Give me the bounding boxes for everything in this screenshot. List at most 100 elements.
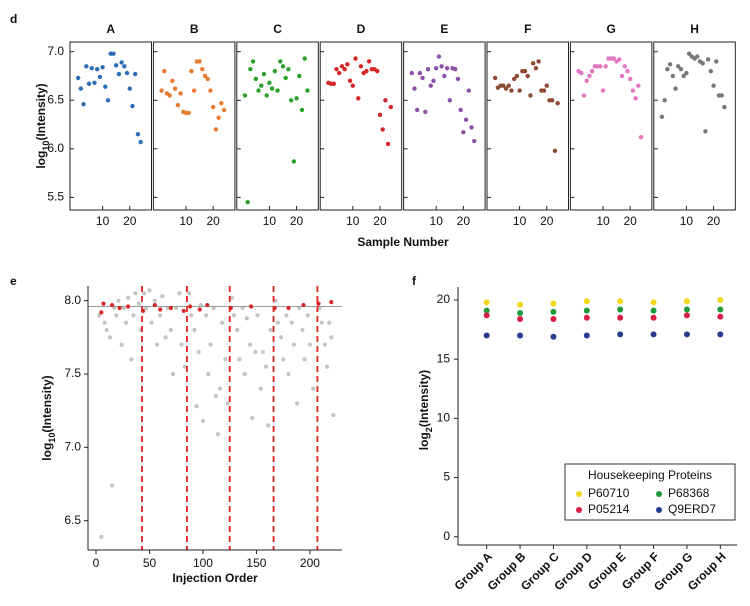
point: [235, 327, 240, 333]
point: [263, 364, 269, 369]
point: [719, 93, 724, 98]
point: [622, 64, 627, 69]
point: [552, 148, 558, 153]
point: [275, 320, 280, 325]
point: [133, 291, 138, 296]
point: [434, 66, 439, 71]
y-axis-label-part: (Intensity): [34, 83, 48, 140]
point: [327, 320, 332, 325]
point: [383, 98, 388, 103]
point: [147, 288, 152, 293]
point: [583, 314, 590, 321]
point: [311, 386, 316, 391]
point: [97, 313, 102, 318]
y-tick-label: 5: [443, 470, 450, 484]
point: [581, 93, 587, 98]
x-tick-label: 50: [143, 556, 157, 570]
panel-title: B: [190, 22, 199, 36]
x-tick-label: 20: [623, 214, 637, 228]
point: [191, 88, 197, 93]
point: [192, 327, 197, 333]
point: [181, 308, 186, 314]
point: [316, 301, 321, 306]
legend-marker: [656, 507, 662, 513]
x-axis-label: Sample Number: [357, 235, 449, 249]
point: [650, 331, 657, 338]
point: [469, 125, 474, 130]
point: [178, 91, 183, 96]
point: [154, 342, 160, 347]
point: [436, 54, 442, 59]
x-tick-label: 20: [540, 214, 554, 228]
point: [447, 98, 452, 103]
point: [175, 102, 181, 108]
point: [258, 386, 263, 391]
point: [189, 68, 194, 74]
point: [337, 70, 342, 76]
point: [289, 320, 294, 325]
point: [388, 104, 394, 110]
point: [269, 86, 275, 91]
point: [89, 66, 94, 71]
point: [329, 335, 334, 340]
point: [550, 315, 557, 322]
point: [331, 81, 336, 86]
point: [630, 88, 636, 93]
point: [286, 305, 291, 311]
point: [260, 349, 265, 355]
point: [84, 64, 89, 69]
point: [662, 98, 667, 103]
point: [307, 342, 313, 347]
point: [444, 66, 450, 71]
legend-label: P60710: [588, 486, 630, 500]
point: [334, 66, 339, 72]
point: [186, 291, 192, 296]
panel-title: F: [524, 22, 531, 36]
y-tick-label: 6.5: [64, 513, 81, 527]
point: [550, 308, 557, 315]
point: [208, 342, 213, 347]
point: [617, 331, 624, 338]
y-axis-label-part: log: [34, 151, 48, 169]
point: [550, 98, 555, 103]
point: [119, 342, 124, 347]
point: [100, 65, 105, 70]
y-tick-label: 7.0: [47, 44, 64, 58]
point: [305, 313, 310, 318]
point: [638, 134, 644, 140]
point: [237, 357, 242, 362]
point: [105, 98, 111, 103]
x-tick-label: 10: [179, 214, 193, 228]
point: [659, 114, 665, 119]
point: [248, 304, 254, 309]
point: [250, 59, 256, 64]
x-tick-label: 20: [707, 214, 721, 228]
point: [324, 364, 330, 369]
point: [278, 59, 283, 64]
x-tick-label: 20: [373, 214, 387, 228]
point: [439, 64, 444, 69]
panel-title: D: [357, 22, 366, 36]
panel-label: d: [10, 12, 17, 26]
point: [256, 88, 261, 93]
point: [501, 83, 506, 88]
point: [225, 401, 230, 406]
point: [162, 68, 167, 74]
y-tick-label: 5.5: [47, 190, 64, 204]
point: [442, 73, 447, 79]
panel-title: E: [440, 22, 448, 36]
point: [123, 320, 129, 325]
x-tick-label: 200: [300, 556, 320, 570]
point: [116, 298, 121, 303]
point: [117, 305, 122, 311]
point: [213, 127, 219, 132]
point: [275, 88, 280, 93]
point: [81, 101, 86, 107]
point: [347, 78, 353, 84]
y-axis-label-part: (Intensity): [40, 375, 54, 432]
x-tick-label: 10: [430, 214, 444, 228]
point: [220, 320, 225, 325]
legend-marker: [576, 507, 582, 513]
point: [247, 342, 253, 347]
point: [636, 83, 641, 88]
